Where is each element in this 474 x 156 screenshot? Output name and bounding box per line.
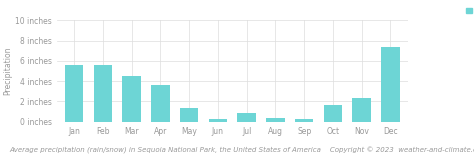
Bar (237, 113, 256, 122)
Text: Average precipitation (rain/snow) in Sequoia National Park, the United States of: Average precipitation (rain/snow) in Seq… (9, 147, 474, 154)
Bar (381, 47, 400, 122)
Bar (65, 65, 83, 122)
Bar (266, 118, 285, 122)
Bar (151, 85, 170, 122)
Bar (93, 65, 112, 122)
Legend: Precipitation: Precipitation (466, 6, 474, 15)
Bar (209, 119, 227, 122)
Bar (324, 105, 342, 122)
Bar (122, 76, 141, 122)
Bar (352, 98, 371, 122)
Y-axis label: Precipitation: Precipitation (3, 47, 12, 95)
Bar (295, 119, 313, 122)
Bar (180, 109, 199, 122)
